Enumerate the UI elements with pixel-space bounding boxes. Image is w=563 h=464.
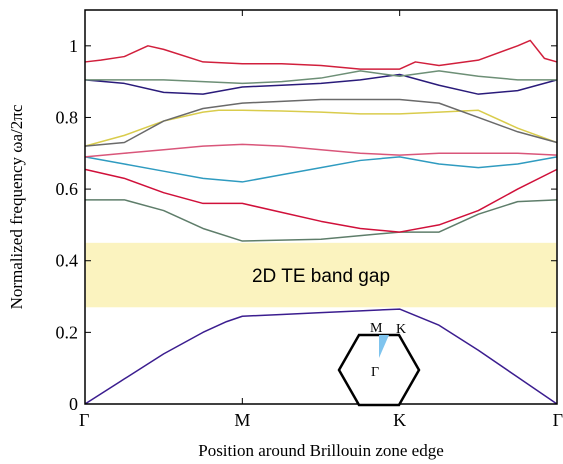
y-axis-title: Normalized frequency ωa/2πc (7, 104, 26, 309)
band-line-10 (84, 39, 558, 70)
y-tick-label: 0.6 (56, 179, 79, 199)
x-tick-label: K (393, 410, 406, 430)
band-line-1 (84, 308, 558, 405)
band-line-3 (84, 168, 558, 233)
y-tick-label: 1 (69, 36, 78, 56)
y-tick-label: 0 (69, 394, 78, 414)
y-tick-label: 0.4 (56, 251, 79, 271)
inset-label-m: M (370, 321, 383, 336)
band-line-4 (84, 156, 558, 183)
plot-frame (84, 9, 558, 405)
irreducible-wedge (379, 335, 389, 358)
inset-label-k: K (396, 322, 406, 337)
x-axis-title: Position around Brillouin zone edge (198, 441, 444, 460)
band-gap-label: 2D TE band gap (252, 266, 390, 287)
band-gap-region (85, 242, 557, 308)
band-line-5 (84, 143, 558, 158)
x-tick-label: Γ (79, 410, 89, 430)
band-line-6 (84, 109, 558, 147)
y-tick-label: 0.2 (56, 322, 79, 342)
x-tick-label: Γ (553, 410, 563, 430)
brillouin-hexagon (337, 333, 421, 407)
axis-ticks: 00.20.40.60.81Γ M K Γ (56, 10, 563, 430)
y-tick-label: 0.8 (56, 107, 79, 127)
band-line-7 (84, 98, 558, 147)
band-lines (84, 39, 558, 405)
band-line-2 (85, 199, 558, 242)
band-line-9 (85, 70, 557, 85)
brillouin-zone-inset: M K Γ (337, 321, 421, 407)
inset-label-gamma: Γ (371, 365, 379, 380)
band-line-8 (84, 73, 558, 95)
x-tick-label: M (234, 410, 250, 430)
